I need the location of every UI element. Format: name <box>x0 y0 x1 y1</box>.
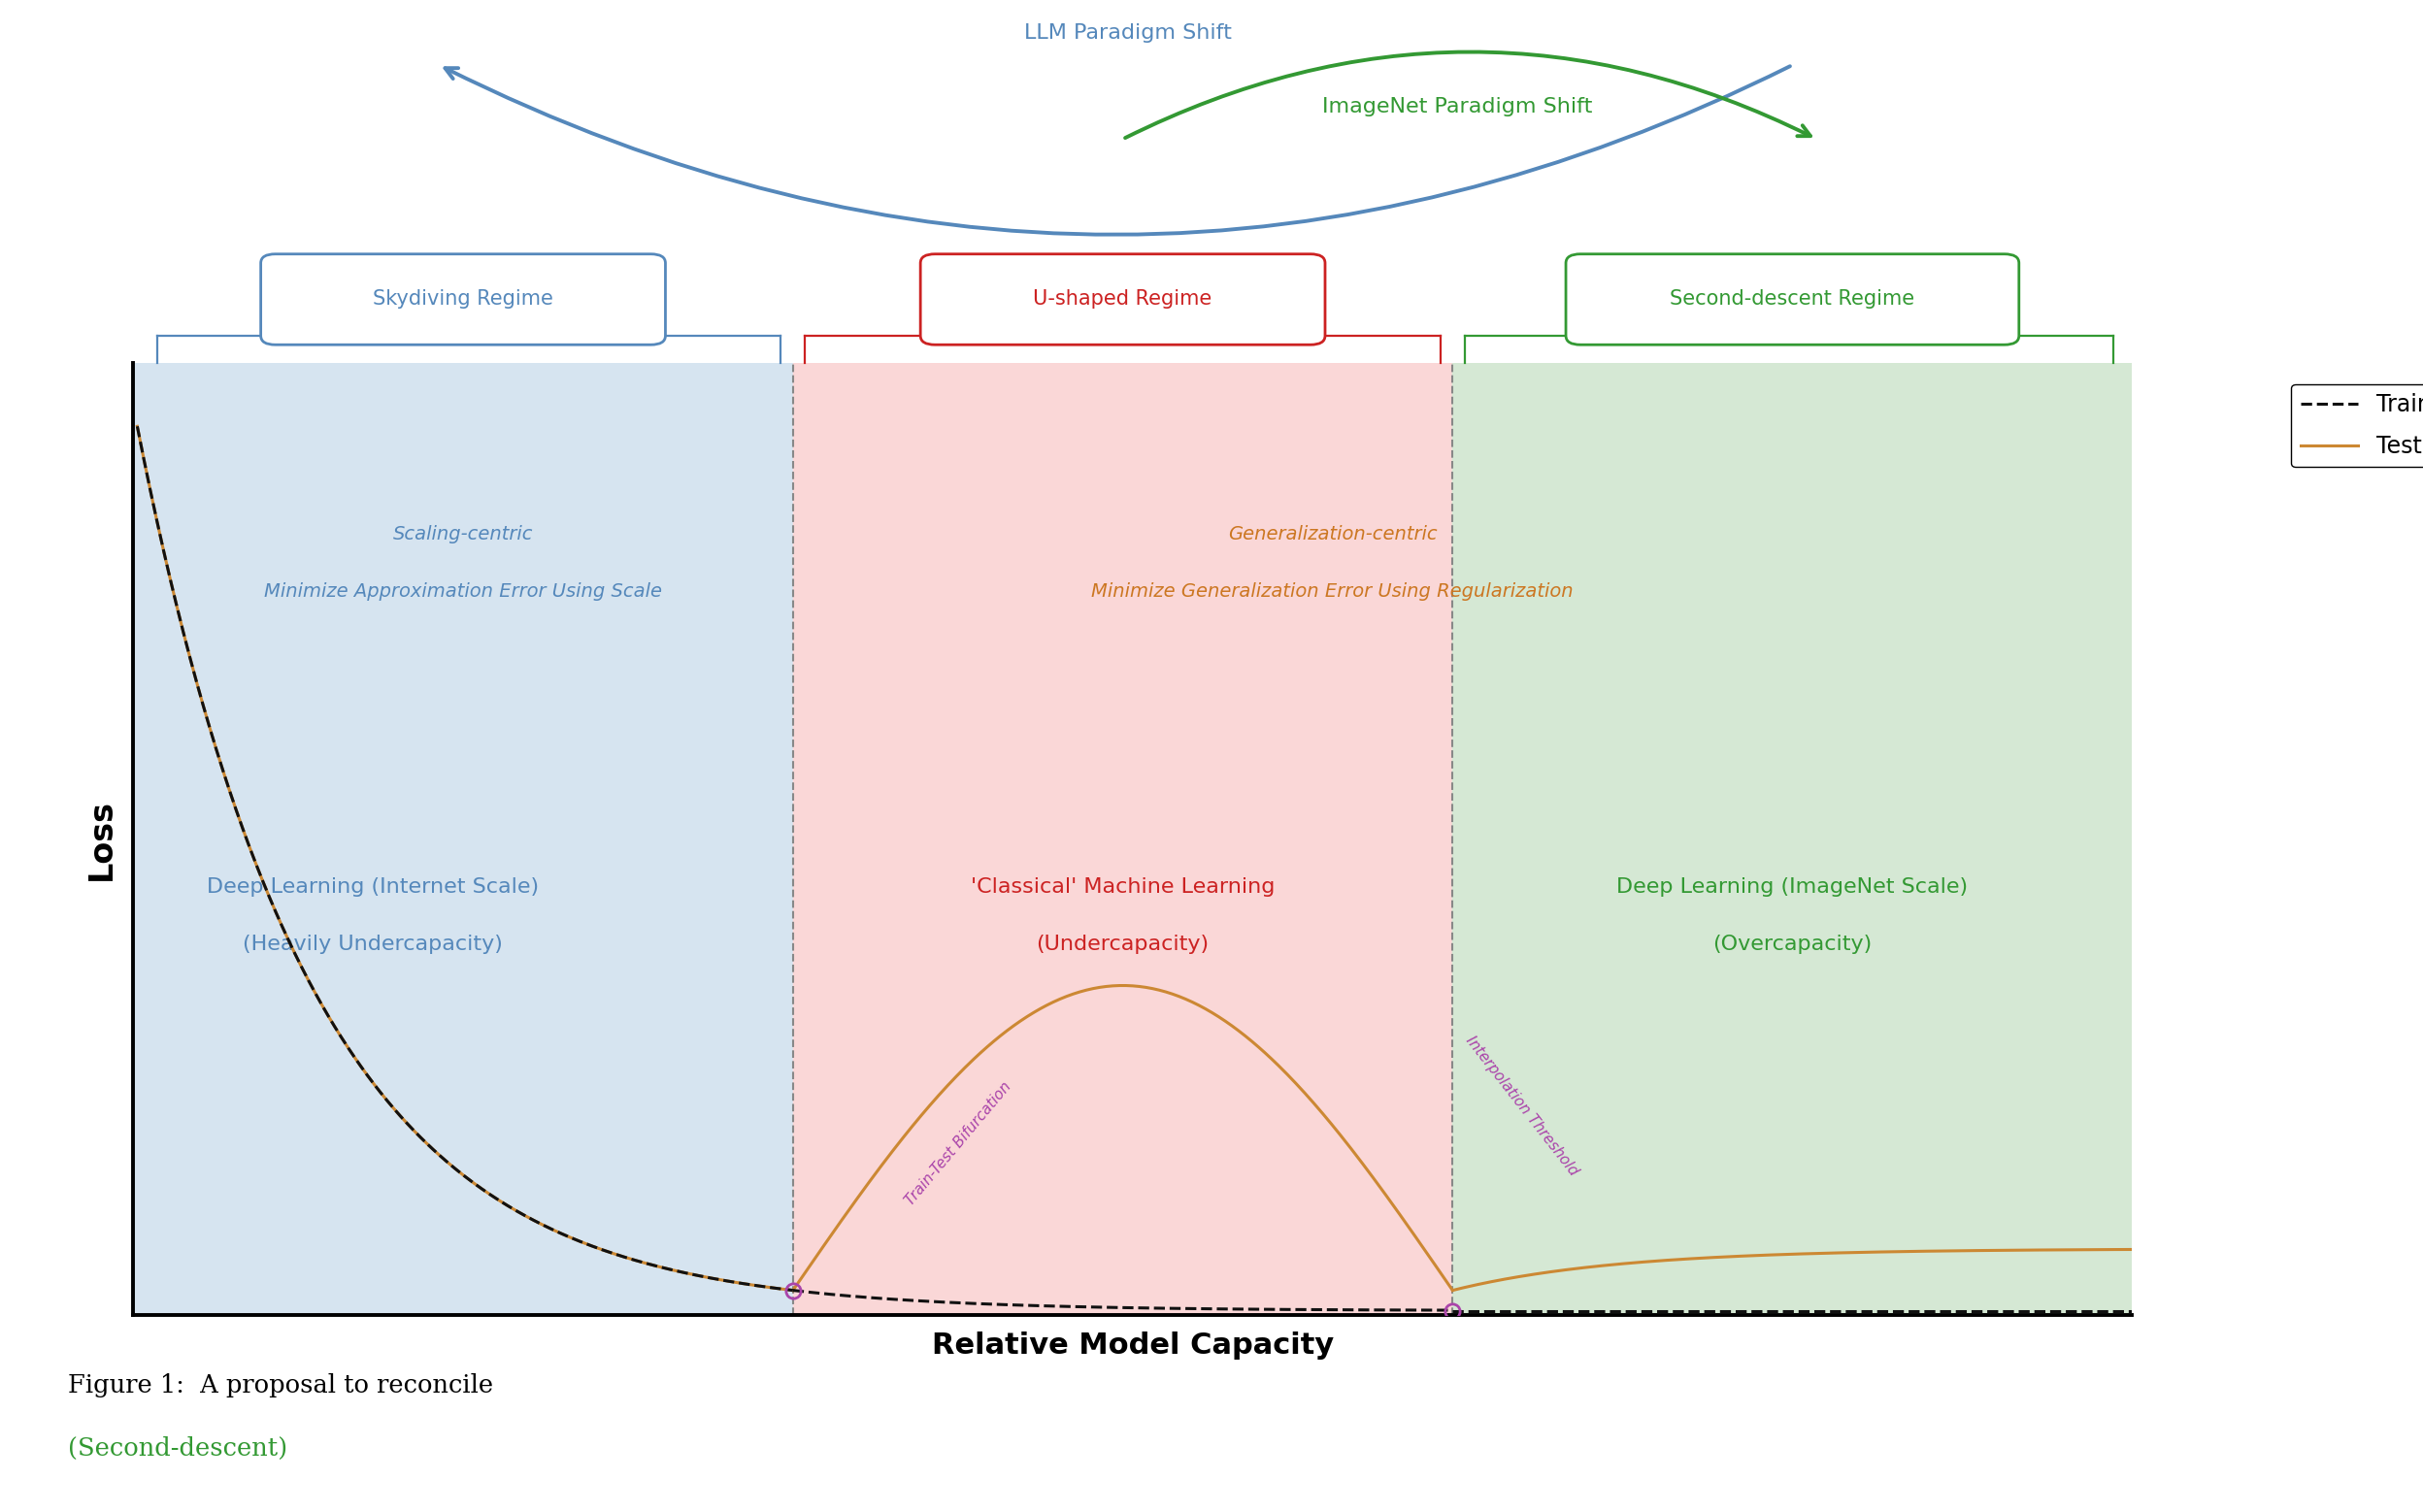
Text: Generalization-centric: Generalization-centric <box>1228 525 1437 543</box>
Text: (Overcapacity): (Overcapacity) <box>1713 934 1873 954</box>
Text: ImageNet Paradigm Shift: ImageNet Paradigm Shift <box>1323 97 1592 116</box>
Text: (Undercapacity): (Undercapacity) <box>1037 934 1209 954</box>
Bar <box>1451 363 2132 1315</box>
FancyArrowPatch shape <box>446 67 1791 234</box>
FancyBboxPatch shape <box>921 254 1325 345</box>
Text: Second-descent Regime: Second-descent Regime <box>1669 290 1914 308</box>
X-axis label: Relative Model Capacity: Relative Model Capacity <box>933 1332 1333 1359</box>
Text: Minimize Approximation Error Using Scale: Minimize Approximation Error Using Scale <box>264 582 661 600</box>
Legend: Train, Test: Train, Test <box>2292 384 2423 467</box>
FancyBboxPatch shape <box>262 254 666 345</box>
Text: U-shaped Regime: U-shaped Regime <box>1032 290 1212 308</box>
Text: Figure 1:  A proposal to reconcile: Figure 1: A proposal to reconcile <box>68 1373 502 1397</box>
Text: Train-Test Bifurcation: Train-Test Bifurcation <box>904 1080 1015 1208</box>
FancyArrowPatch shape <box>1124 51 1810 138</box>
FancyBboxPatch shape <box>1565 254 2018 345</box>
Bar <box>792 363 1451 1315</box>
Text: Deep Learning (Internet Scale): Deep Learning (Internet Scale) <box>206 877 540 897</box>
Bar <box>133 363 792 1315</box>
Text: Interpolation Threshold: Interpolation Threshold <box>1463 1033 1580 1178</box>
Text: (Heavily Undercapacity): (Heavily Undercapacity) <box>242 934 504 954</box>
Text: 'Classical' Machine Learning: 'Classical' Machine Learning <box>972 877 1274 897</box>
Text: Skydiving Regime: Skydiving Regime <box>373 290 552 308</box>
Text: Minimize Generalization Error Using Regularization: Minimize Generalization Error Using Regu… <box>1093 582 1573 600</box>
Text: (Second-descent): (Second-descent) <box>68 1436 296 1461</box>
Text: Scaling-centric: Scaling-centric <box>393 525 533 543</box>
Y-axis label: Loss: Loss <box>85 798 116 880</box>
Text: LLM Paradigm Shift: LLM Paradigm Shift <box>1025 23 1231 42</box>
Text: Deep Learning (ImageNet Scale): Deep Learning (ImageNet Scale) <box>1616 877 1967 897</box>
